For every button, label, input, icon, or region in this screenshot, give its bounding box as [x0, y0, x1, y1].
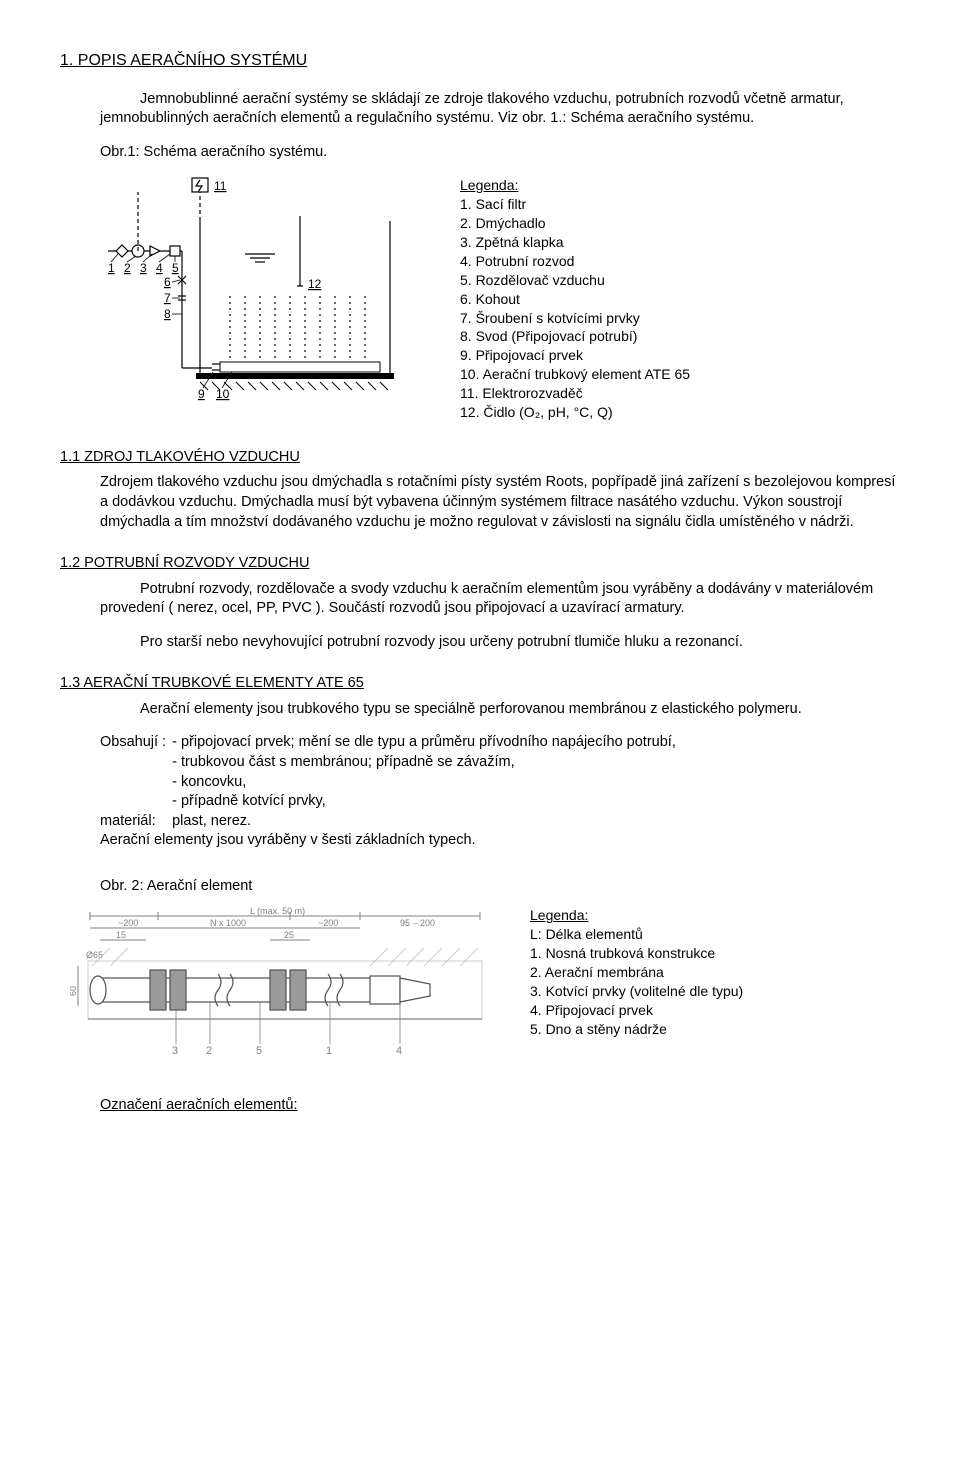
legend-item: 10. Aerační trubkový element ATE 65: [460, 365, 690, 384]
svg-text:7: 7: [164, 291, 171, 305]
legend-item: 4. Potrubní rozvod: [460, 252, 690, 271]
figure-1-legend: Legenda: 1. Sací filtr 2. Dmýchadlo 3. Z…: [460, 176, 690, 422]
svg-text:6: 6: [164, 275, 171, 289]
figure-2-drawing: L (max. 50 m) ~200 N x 1000 ~200 95 – 20…: [70, 906, 490, 1056]
svg-text:4: 4: [156, 261, 163, 275]
legend-item: 3. Kotvící prvky (volitelné dle typu): [530, 982, 743, 1001]
figure-1-caption: Obr.1: Schéma aeračního systému.: [100, 143, 900, 163]
legend-item: L: Délka elementů: [530, 925, 743, 944]
figure-2-caption: Obr. 2: Aerační element: [100, 877, 900, 897]
contains-item: - připojovací prvek; mění se dle typu a …: [172, 733, 676, 753]
legend-item: 2. Aerační membrána: [530, 963, 743, 982]
contains-item: - koncovku,: [172, 773, 676, 793]
paragraph-1-2b: Pro starší nebo nevyhovující potrubní ro…: [100, 633, 900, 653]
svg-text:95 – 200: 95 – 200: [400, 918, 435, 928]
main-heading: 1. POPIS AERAČNÍHO SYSTÉMU: [60, 50, 900, 72]
svg-text:9: 9: [198, 387, 205, 401]
legend-item: 12. Čidlo (O₂, pH, °C, Q): [460, 403, 690, 422]
paragraph-1-3a: Aerační elementy jsou trubkového typu se…: [100, 700, 900, 720]
svg-text:60: 60: [70, 986, 78, 996]
legend-item: 9. Připojovací prvek: [460, 346, 690, 365]
legend-item: 8. Svod (Připojovací potrubí): [460, 327, 690, 346]
figure-1-schematic: 11 1 2 3 4 5 6 7 8 12 9 10: [100, 176, 400, 401]
legend-1-title: Legenda:: [460, 176, 690, 195]
legend-item: 3. Zpětná klapka: [460, 233, 690, 252]
contains-list: Obsahují : - připojovací prvek; mění se …: [100, 733, 676, 831]
svg-text:25: 25: [284, 930, 294, 940]
svg-text:Ø65: Ø65: [86, 950, 103, 960]
svg-text:4: 4: [396, 1045, 402, 1056]
legend-item: 11. Elektrorozvaděč: [460, 384, 690, 403]
paragraph-1-1: Zdrojem tlakového vzduchu jsou dmýchadla…: [100, 473, 900, 532]
svg-text:2: 2: [206, 1045, 212, 1056]
svg-text:8: 8: [164, 307, 171, 321]
contains-label: Obsahují :: [100, 733, 172, 811]
material-value: plast, nerez.: [172, 812, 676, 832]
svg-text:5: 5: [256, 1045, 262, 1056]
legend-item: 5. Dno a stěny nádrže: [530, 1020, 743, 1039]
svg-text:11: 11: [214, 179, 227, 193]
svg-text:1: 1: [108, 261, 115, 275]
svg-text:1: 1: [326, 1045, 332, 1056]
subheading-1-3: 1.3 AERAČNÍ TRUBKOVÉ ELEMENTY ATE 65: [60, 674, 900, 694]
legend-item: 1. Sací filtr: [460, 195, 690, 214]
legend-2-title: Legenda:: [530, 906, 743, 925]
subheading-1-1: 1.1 ZDROJ TLAKOVÉHO VZDUCHU: [60, 448, 900, 468]
svg-text:3: 3: [140, 261, 147, 275]
svg-text:3: 3: [172, 1045, 178, 1056]
contains-item: - trubkovou část s membránou; případně s…: [172, 753, 676, 773]
svg-text:~200: ~200: [118, 918, 138, 928]
svg-text:~200: ~200: [318, 918, 338, 928]
intro-paragraph: Jemnobublinné aerační systémy se skládaj…: [100, 90, 900, 129]
svg-text:12: 12: [308, 277, 322, 291]
legend-item: 6. Kohout: [460, 290, 690, 309]
subheading-1-2: 1.2 POTRUBNÍ ROZVODY VZDUCHU: [60, 554, 900, 574]
svg-text:15: 15: [116, 930, 126, 940]
legend-item: 4. Připojovací prvek: [530, 1001, 743, 1020]
paragraph-1-2a: Potrubní rozvody, rozdělovače a svody vz…: [100, 580, 900, 619]
paragraph-1-3b: Aerační elementy jsou vyráběny v šesti z…: [100, 831, 900, 851]
svg-text:5: 5: [172, 261, 179, 275]
svg-text:10: 10: [216, 387, 230, 401]
footer-heading: Označení aeračních elementů:: [100, 1096, 900, 1116]
figure-2-legend: Legenda: L: Délka elementů 1. Nosná trub…: [530, 906, 743, 1038]
legend-item: 5. Rozdělovač vzduchu: [460, 271, 690, 290]
svg-text:L (max. 50 m): L (max. 50 m): [250, 906, 305, 916]
svg-text:N x 1000: N x 1000: [210, 918, 246, 928]
legend-item: 7. Šroubení s kotvícími prvky: [460, 309, 690, 328]
contains-item: - případně kotvící prvky,: [172, 792, 676, 812]
svg-text:2: 2: [124, 261, 131, 275]
material-label: materiál:: [100, 812, 172, 832]
legend-item: 2. Dmýchadlo: [460, 214, 690, 233]
legend-item: 1. Nosná trubková konstrukce: [530, 944, 743, 963]
